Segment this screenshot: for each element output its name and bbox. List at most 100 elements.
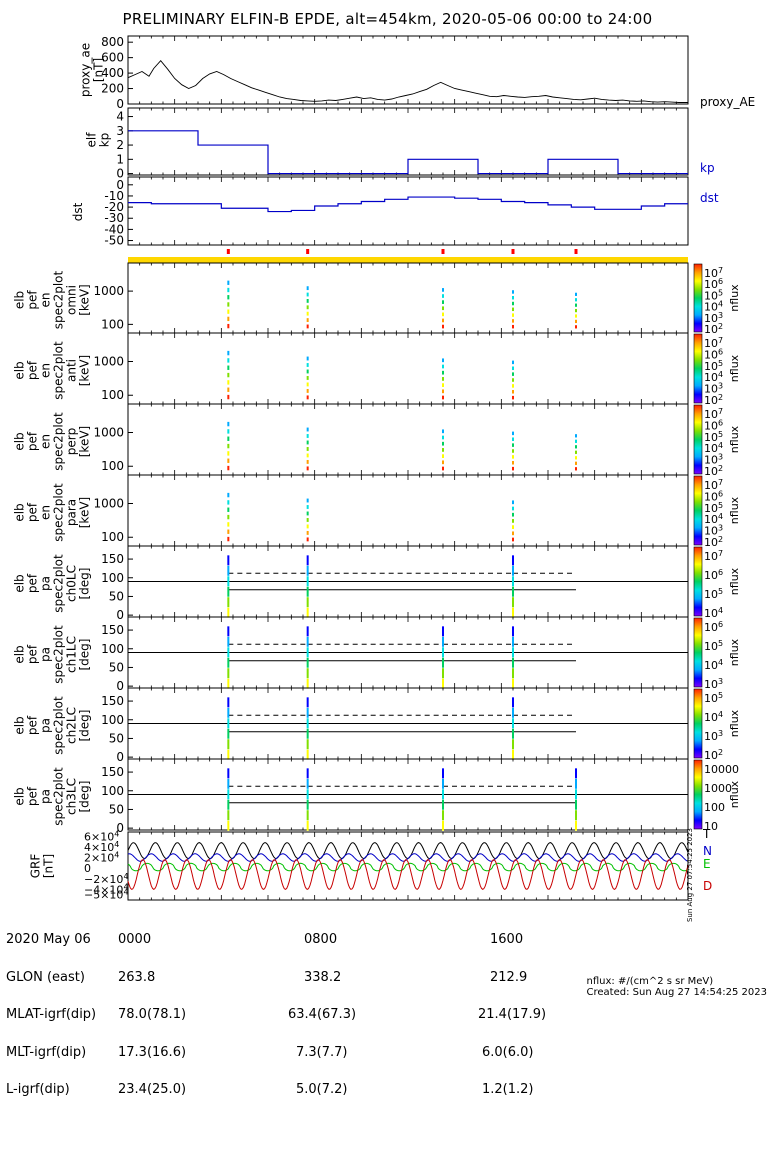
y-axis-label: [keV] (78, 284, 92, 315)
y-axis-label: elb (13, 645, 27, 663)
spectral-streak (512, 519, 514, 523)
y-axis-label: elf (85, 132, 99, 148)
y-axis-label: en (39, 293, 53, 308)
colorbar-tick-label: 102 (704, 464, 723, 478)
pitch-angle-streak (442, 668, 444, 679)
spectral-streak (575, 325, 577, 329)
spectral-streak (227, 492, 230, 498)
spectral-streak (306, 440, 309, 445)
y-axis-label: elb (13, 503, 27, 521)
spectral-streak (306, 292, 309, 297)
spectral-streak (306, 298, 309, 303)
pitch-angle-streak (227, 749, 230, 760)
dst-frame (127, 176, 689, 246)
pitch-angle-streak (227, 739, 230, 750)
y-axis-label: ch1LC (65, 636, 79, 673)
pitch-angle-streak (512, 668, 514, 679)
spectral-streak (512, 395, 514, 400)
spectral-streak (306, 382, 309, 387)
spectral-streak (306, 369, 309, 374)
pitch-angle-streak (512, 607, 514, 618)
colorbar-frame (693, 546, 703, 617)
colorbar-tick-label: 104 (704, 512, 723, 526)
spectral-streak (227, 443, 230, 449)
units-note: nflux: #/(cm^2 s sr MeV) (586, 976, 714, 987)
y-axis-label: pef (26, 290, 40, 310)
colorbar-tick-label: 104 (704, 606, 723, 620)
x-axis-value: 338.2 (304, 969, 342, 985)
page-title: PRELIMINARY ELFIN-B EPDE, alt=454km, 202… (122, 10, 653, 28)
pitch-angle-streak (227, 636, 230, 647)
pitch-angle-streak (227, 718, 230, 729)
spectral-streak (227, 358, 230, 363)
pitch-angle-streak (306, 576, 309, 587)
colorbar-tick-label: 107 (704, 478, 723, 492)
spectral-streak (575, 450, 577, 454)
y-tick-label: 3 (116, 124, 124, 138)
spectral-streak (442, 383, 444, 387)
x-axis-row: L-igrf(dip) 23.4(25.0) 5.0(7.2) 1.2(1.2) (6, 1083, 534, 1097)
colorbar-tick-label: 10000 (704, 763, 739, 776)
pitch-angle-streak (306, 718, 309, 729)
y-axis-label: GRF (29, 854, 43, 879)
colorbar-label: nflux (728, 567, 741, 595)
spectral-streak (306, 505, 309, 509)
pitch-angle-streak (512, 636, 514, 647)
spectral-streak (227, 436, 230, 441)
colorbar (694, 618, 702, 687)
colorbar-tick-label: 107 (704, 407, 723, 421)
y-axis-label: [deg] (78, 710, 92, 742)
y-axis-label: pa (39, 789, 53, 804)
pitch-angle-streak (306, 586, 309, 597)
x-axis-row-label: GLON (east) (6, 969, 85, 985)
colorbar-frame (693, 263, 703, 333)
pitch-angle-streak (306, 810, 309, 821)
y-axis-label: pa (39, 576, 53, 591)
x-axis-value: 78.0(78.1) (118, 1007, 187, 1022)
y-axis-label: pa (39, 718, 53, 733)
y-axis-label: omni (65, 285, 79, 315)
pitch-angle-streak (227, 799, 230, 810)
spectral-streak (575, 434, 577, 438)
spectral-streak (512, 506, 514, 511)
pitch-angle-streak (227, 586, 230, 597)
y-tick-label: 0 (116, 608, 124, 622)
science-zone-mark (441, 249, 445, 254)
colorbar-tick-label: 103 (704, 677, 723, 691)
spectral-streak (512, 443, 514, 447)
pitch-angle-streak (442, 678, 444, 689)
colorbar-tick-label: 105 (704, 359, 723, 373)
spectral-streak (442, 448, 444, 452)
spectral-streak (442, 324, 444, 329)
pitch-angle-streak (575, 778, 577, 789)
spectral-streak (227, 529, 230, 534)
x-axis-value: 7.3(7.7) (296, 1044, 348, 1060)
y-axis-label: spec2plot (52, 767, 66, 826)
x-axis-value: 0800 (304, 932, 338, 947)
pitch-angle-streak (306, 597, 309, 608)
y-tick-label: 2 (116, 138, 124, 152)
x-axis-value: 1.2(1.2) (482, 1082, 534, 1097)
x-axis-value: 212.9 (490, 969, 528, 985)
colorbar (694, 334, 702, 403)
y-tick-label: 100 (101, 784, 124, 798)
colorbar-frame (693, 475, 703, 546)
y-tick-label: 0 (116, 97, 124, 111)
spectral-streak (227, 309, 230, 314)
colorbar-label: nflux (728, 638, 741, 666)
y-tick-label: 0 (84, 862, 91, 875)
grf-D-line (127, 858, 689, 891)
spectral-streak (227, 421, 230, 427)
pitch-angle-streak (512, 626, 514, 637)
pitch-angle-streak (227, 668, 230, 679)
x-axis-row: MLT-igrf(dip) 17.3(16.6) 7.3(7.7) 6.0(6.… (6, 1046, 534, 1060)
spectral-streak (306, 356, 309, 361)
spectral-streak (575, 461, 577, 465)
y-axis-label: [deg] (78, 639, 92, 671)
dst-line (128, 196, 688, 213)
colorbar-tick-label: 10 (704, 820, 718, 833)
y-tick-label: 50 (109, 589, 124, 603)
pitch-angle-streak (306, 739, 309, 750)
grf-legend-label: N (703, 844, 712, 858)
colorbar-tick-label: 104 (704, 300, 723, 314)
